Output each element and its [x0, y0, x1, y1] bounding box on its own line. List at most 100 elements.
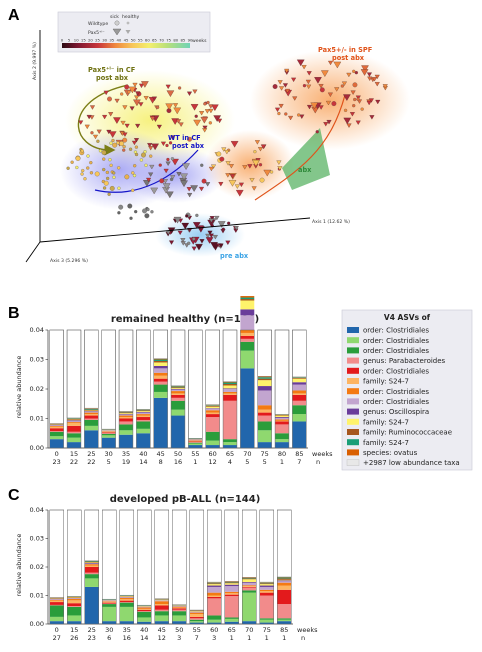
- color-scale-tick-label: 5: [68, 38, 71, 43]
- pcoa-point-pax5: [249, 178, 255, 183]
- bar-segment: [242, 582, 257, 583]
- bar-remainder: [102, 509, 117, 600]
- pcoa-point-wildtype: [356, 97, 360, 101]
- orange-cloud: [250, 50, 410, 150]
- asv-legend-label: genus: Parabacteroides: [363, 357, 446, 365]
- bar-segment: [292, 414, 307, 422]
- n-label: 5: [107, 458, 111, 466]
- bar-segment: [259, 585, 274, 587]
- bar-outline: [222, 329, 238, 449]
- pcoa-point-pax5: [192, 89, 198, 94]
- bar-remainder: [67, 509, 82, 597]
- y-tick-label: 0.04: [30, 326, 44, 334]
- bar-segment: [101, 431, 116, 432]
- bar-segment: [188, 439, 203, 441]
- bar-remainder: [84, 509, 99, 561]
- pcoa-point-wildtype: [111, 138, 115, 143]
- y-tick-label: 0.01: [30, 592, 44, 600]
- pcoa-point-pax5: [233, 226, 239, 231]
- x-unit-label: weeks: [312, 450, 333, 458]
- pcoa-point-pax5: [89, 105, 95, 110]
- pcoa-point-wildtype: [258, 163, 263, 167]
- asv-legend-swatch: [347, 327, 359, 333]
- bar-segment: [277, 581, 292, 583]
- bar-segment: [207, 596, 222, 599]
- bar-segment: [67, 420, 81, 422]
- legend-pax5: Pax5⁺ˡ⁻: [88, 30, 105, 36]
- pcoa-point-pax5: [108, 131, 117, 138]
- bar-segment: [84, 561, 99, 562]
- bar-remainder: [153, 329, 168, 359]
- bar-segment: [137, 611, 152, 612]
- pcoa-point-wildtype: [168, 141, 173, 145]
- pcoa-point-wildtype: [203, 102, 207, 106]
- week-label: 15: [70, 450, 78, 458]
- panel-label-c: C: [8, 487, 20, 504]
- pcoa-point-pax5: [306, 71, 312, 76]
- bar-remainder: [224, 509, 239, 582]
- bar-segment: [101, 433, 116, 434]
- bar-segment: [277, 576, 292, 578]
- bar-remainder: [170, 329, 186, 387]
- pcoa-point-pax5: [288, 115, 294, 121]
- bar-segment: [292, 405, 307, 415]
- bar-segment: [171, 386, 185, 388]
- asv-legend-swatch: [347, 418, 359, 425]
- bar-remainder: [207, 509, 222, 583]
- pcoa-point-pax5: [128, 86, 137, 94]
- bar-remainder: [84, 329, 99, 409]
- bar-outline: [49, 509, 64, 625]
- pcoa-point-pax5: [218, 182, 224, 187]
- pcoa-point-pax5: [180, 238, 186, 243]
- bar-segment: [137, 608, 152, 610]
- bar-outline: [207, 509, 222, 625]
- bar-segment: [277, 577, 292, 579]
- pcoa-point-pax5: [318, 84, 324, 89]
- bar-segment: [242, 585, 257, 587]
- bar-segment: [67, 598, 82, 601]
- bar-segment: [240, 368, 255, 448]
- bar-segment: [67, 621, 82, 624]
- bar-segment: [223, 393, 237, 395]
- bar-outline: [84, 329, 99, 449]
- bar-remainder: [274, 329, 290, 415]
- bar-segment: [240, 341, 255, 351]
- bar-segment: [101, 437, 116, 448]
- bar-segment: [136, 415, 151, 418]
- color-scale-tick-label: 20: [88, 38, 93, 43]
- pcoa-point-wildtype: [170, 157, 175, 161]
- bar-segment: [189, 614, 204, 617]
- pcoa-point-pax5: [217, 221, 226, 228]
- y-tick-label: 0.01: [30, 415, 44, 423]
- y-tick-label: 0.03: [30, 356, 44, 364]
- pcoa-point-wildtype: [109, 141, 113, 145]
- n-label: 16: [174, 458, 182, 466]
- bar-segment: [136, 412, 151, 415]
- y-tick-label: 0.02: [30, 385, 44, 393]
- week-label: 85: [295, 450, 303, 458]
- bar-remainder: [222, 329, 238, 382]
- pcoa-point-pax5: [160, 141, 166, 146]
- bar-segment: [292, 384, 307, 391]
- n-label: 23: [88, 634, 96, 642]
- bar-segment: [102, 621, 117, 624]
- bar-segment: [275, 414, 289, 416]
- pcoa-point-pax5: [180, 180, 188, 187]
- bar-segment: [242, 590, 257, 593]
- pcoa-point-wildtype: [150, 210, 154, 214]
- bar-outline: [102, 509, 117, 625]
- pcoa-point-wildtype: [122, 144, 126, 149]
- pcoa-point-wildtype: [277, 111, 281, 116]
- pcoa-point-wildtype: [108, 158, 112, 162]
- bar-segment: [275, 417, 289, 420]
- bar-segment: [154, 599, 169, 600]
- pcoa-point-pax5: [205, 182, 211, 187]
- bar-segment: [67, 442, 81, 448]
- pcoa-point-pax5: [113, 117, 121, 124]
- asv-legend-swatch: [347, 337, 359, 344]
- asv-legend-swatch: [347, 449, 359, 456]
- bar-segment: [207, 598, 222, 616]
- bar-segment: [205, 412, 220, 415]
- bar-segment: [223, 382, 237, 384]
- pcoa-point-wildtype: [90, 131, 94, 135]
